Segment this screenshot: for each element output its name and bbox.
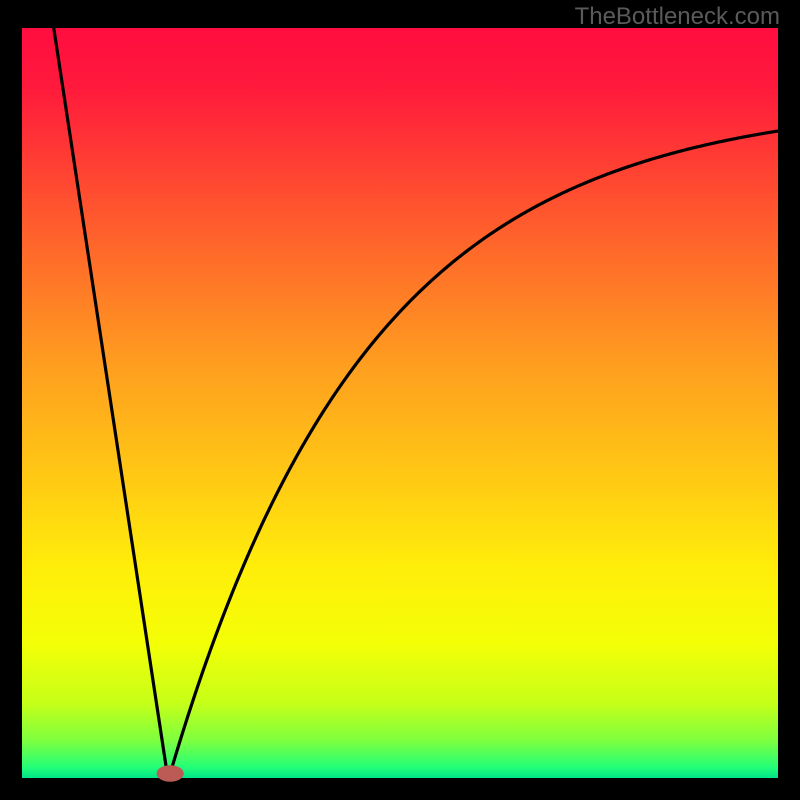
optimal-point-marker [157, 765, 184, 782]
bottleneck-chart: TheBottleneck.com [0, 0, 800, 800]
plot-background [22, 28, 778, 778]
watermark-text: TheBottleneck.com [575, 3, 780, 30]
